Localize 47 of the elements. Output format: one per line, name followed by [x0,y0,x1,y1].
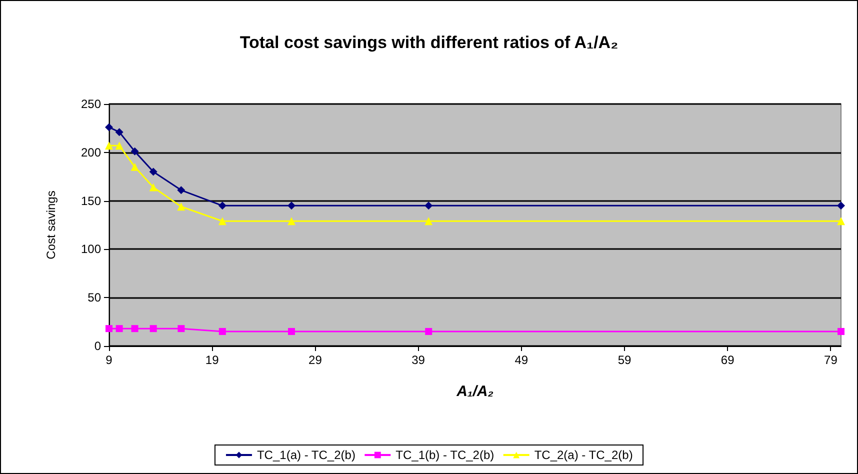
point [218,202,226,210]
x-tick-label: 9 [106,353,113,367]
legend-label: TC_1(b) - TC_2(b) [396,448,494,462]
legend-label: TC_2(a) - TC_2(b) [534,448,633,462]
point [177,202,186,211]
point [288,328,295,335]
point [218,328,226,335]
y-tick-label: 200 [80,145,102,160]
point [424,217,433,226]
x-tick-label: 39 [412,353,426,367]
point [425,328,432,335]
point [177,186,186,194]
point [838,328,844,335]
point [106,325,112,332]
x-tick-label: 19 [205,353,220,367]
point [837,217,845,226]
point [149,168,158,176]
point [218,217,226,226]
point [837,202,845,210]
y-tick-label: 250 [80,97,102,111]
point [115,142,124,150]
point [130,147,139,156]
legend-label: TC_1(a) - TC_2(b) [256,448,356,462]
x-tick-label: 49 [514,353,528,367]
point [131,325,138,332]
point [150,325,157,332]
y-tick-label: 50 [88,290,102,305]
point [105,142,113,150]
point [116,325,123,332]
x-axis-title: A₁/A₂ [456,383,494,400]
x-tick-label: 69 [720,353,735,367]
point [287,217,296,226]
x-tick-label: 59 [618,353,632,367]
point [149,183,158,192]
point [130,162,139,171]
y-tick-label: 100 [80,242,102,256]
y-tick-label: 150 [80,194,102,208]
point [424,202,433,210]
point [105,123,113,132]
chart-title: Total cost savings with different ratios of A₁/A₂ [240,33,618,52]
point [115,128,124,136]
x-tick-label: 79 [824,353,838,367]
x-tick-label: 29 [308,353,322,367]
y-tick-label: 0 [94,339,102,353]
y-axis-title: Cost savings [44,190,58,260]
point [287,202,296,210]
point [178,325,185,332]
